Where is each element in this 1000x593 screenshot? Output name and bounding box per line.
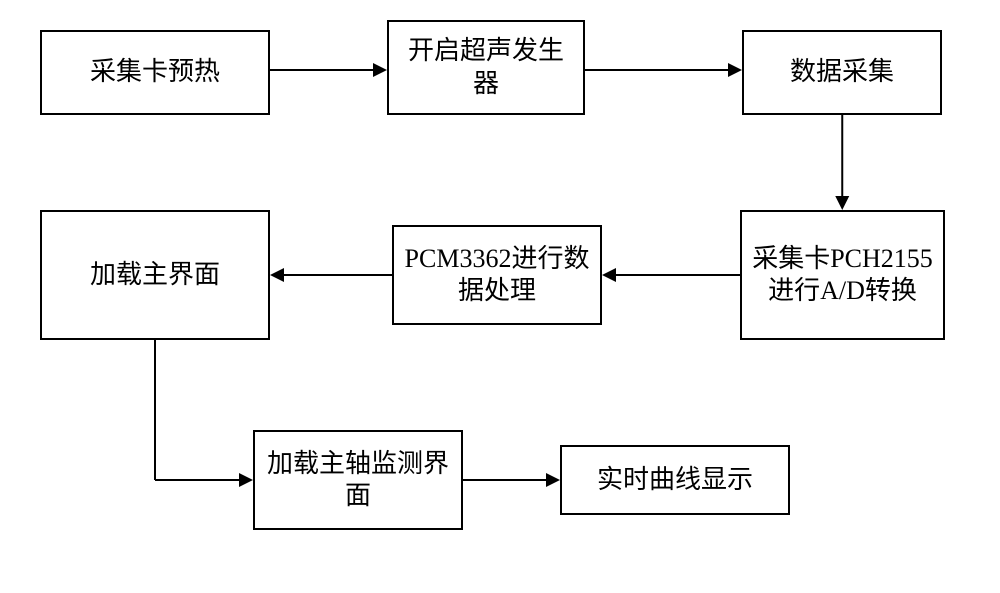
node-card-preheat: 采集卡预热 bbox=[40, 30, 270, 115]
node-label: 加载主轴监测界面 bbox=[263, 448, 453, 513]
node-label: 数据采集 bbox=[790, 56, 894, 89]
node-load-monitoring-interface: 加载主轴监测界面 bbox=[253, 430, 463, 530]
flowchart-canvas: 采集卡预热 开启超声发生器 数据采集 采集卡PCH2155进行A/D转换 PCM… bbox=[0, 0, 1000, 593]
node-realtime-curve-display: 实时曲线显示 bbox=[560, 445, 790, 515]
node-label: 开启超声发生器 bbox=[397, 35, 575, 100]
node-label: 采集卡预热 bbox=[90, 56, 220, 89]
node-label: PCM3362进行数据处理 bbox=[402, 243, 592, 308]
node-load-main-interface: 加载主界面 bbox=[40, 210, 270, 340]
node-data-processing: PCM3362进行数据处理 bbox=[392, 225, 602, 325]
node-start-ultrasound-generator: 开启超声发生器 bbox=[387, 20, 585, 115]
node-label: 实时曲线显示 bbox=[597, 464, 753, 497]
node-ad-conversion: 采集卡PCH2155进行A/D转换 bbox=[740, 210, 945, 340]
node-label: 加载主界面 bbox=[90, 259, 220, 292]
node-data-acquisition: 数据采集 bbox=[742, 30, 942, 115]
node-label: 采集卡PCH2155进行A/D转换 bbox=[750, 243, 935, 308]
